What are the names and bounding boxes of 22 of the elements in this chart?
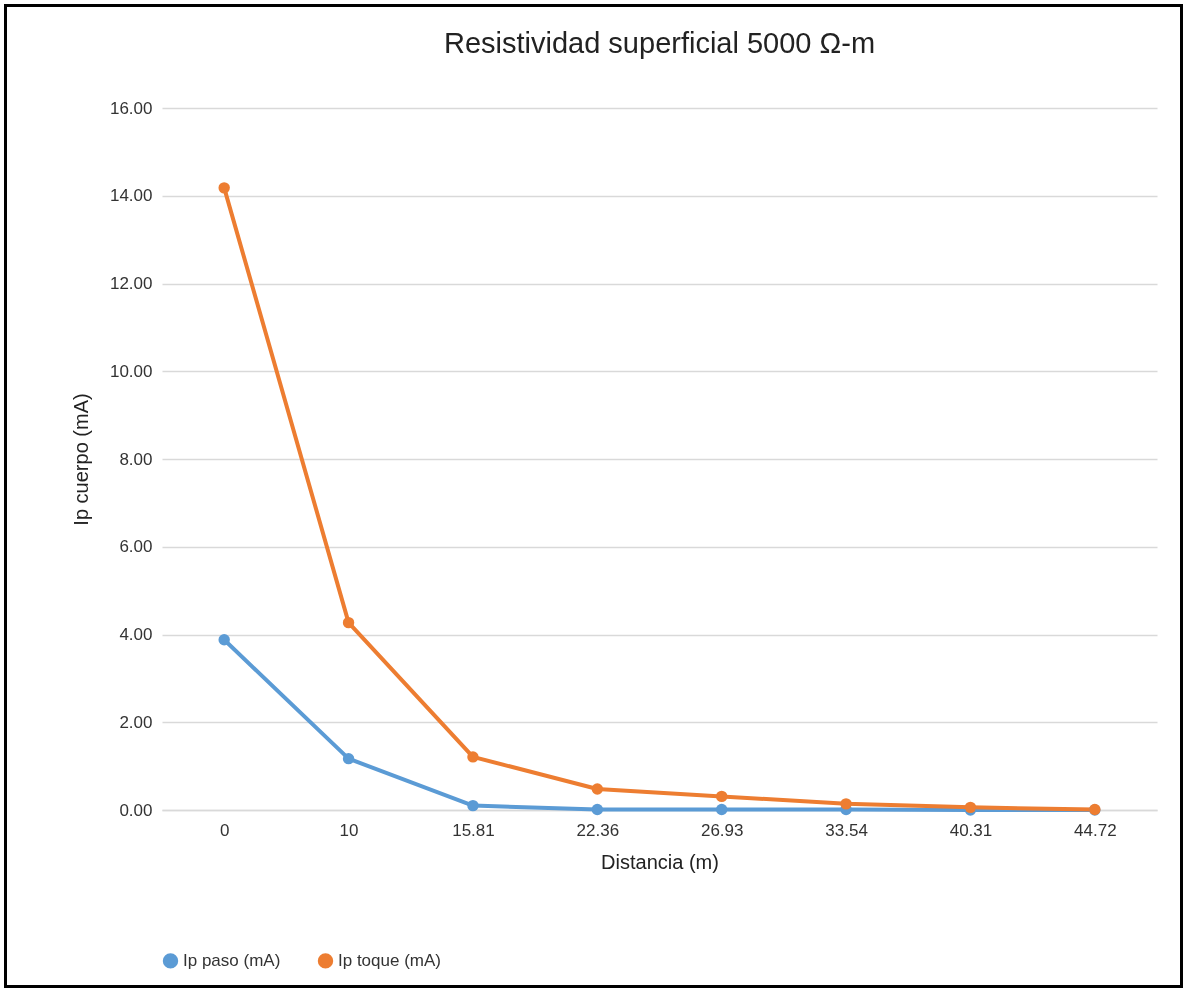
x-tick-label: 44.72 [1074,820,1117,840]
x-tick-label: 10 [339,820,359,840]
legend-label: Ip toque (mA) [338,950,441,970]
x-axis-title: Distancia (m) [601,850,719,873]
y-tick-label: 14.00 [109,186,153,206]
y-tick-label: 6.00 [119,537,153,557]
x-tick-label: 33.54 [825,820,868,840]
chart-title: Resistividad superficial 5000 Ω-m [443,27,876,59]
x-tick-label: 40.31 [949,820,993,840]
y-tick-label: 10.00 [109,361,153,381]
y-tick-label: 0.00 [119,800,153,820]
x-tick-label: 26.93 [700,820,744,840]
y-tick-label: 8.00 [119,449,153,469]
legend-label: Ip paso (mA) [183,950,281,970]
x-tick-label: 22.36 [576,820,620,840]
y-tick-label: 4.00 [119,625,153,644]
x-tick-label: 0 [219,820,230,840]
y-tick-label: 2.00 [119,712,153,732]
y-tick-label: 16.00 [109,98,153,118]
y-tick-label: 12.00 [109,274,153,293]
x-tick-label: 15.81 [452,820,495,840]
y-axis-title: Ip cuerpo (mA) [69,393,92,526]
